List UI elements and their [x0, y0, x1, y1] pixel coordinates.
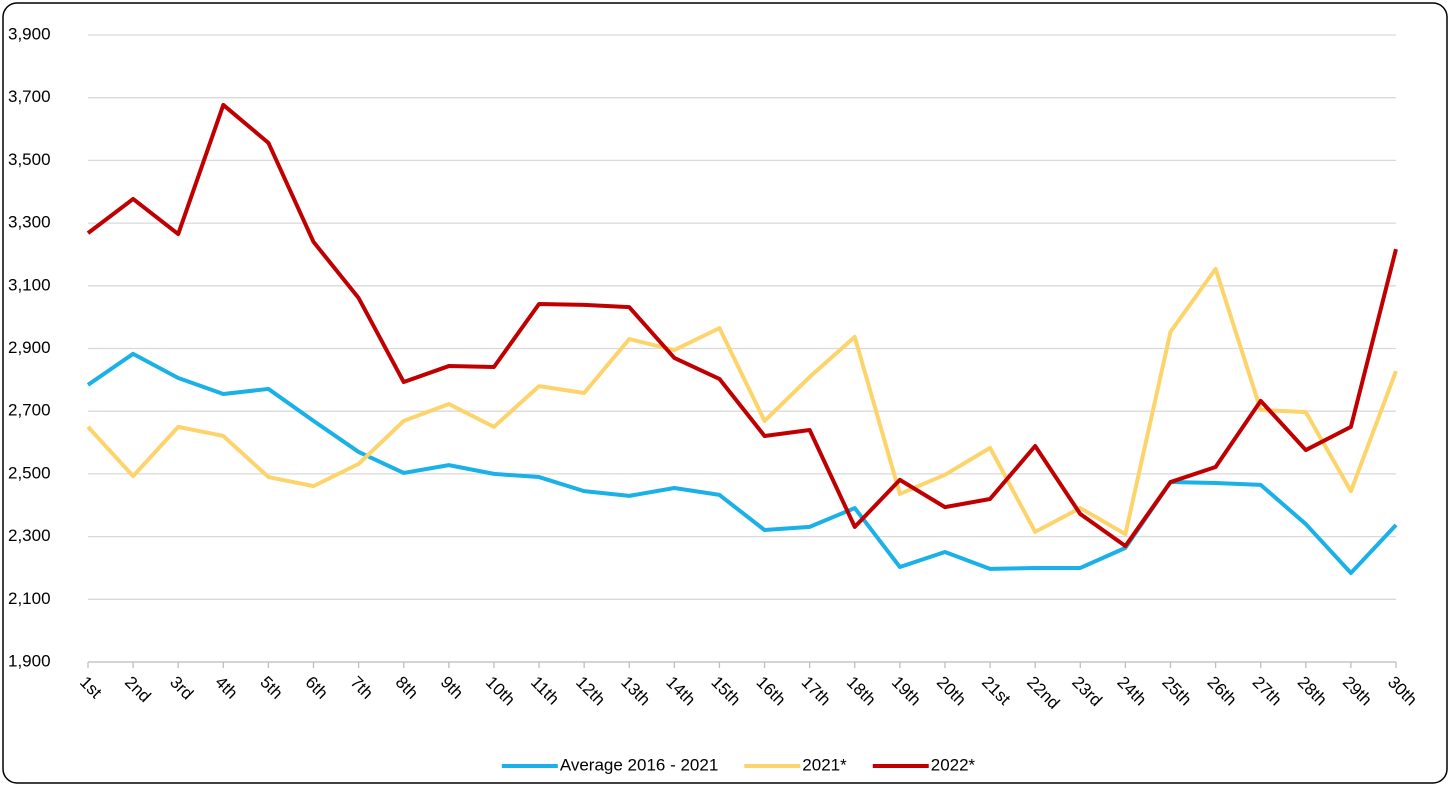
y-tick-label: 3,100: [8, 275, 51, 294]
y-tick-label: 2,700: [8, 401, 51, 420]
y-tick-label: 1,900: [8, 651, 51, 670]
series-line: [86, 351, 1398, 575]
y-tick-label: 3,700: [8, 87, 51, 106]
y-tick-label: 3,500: [8, 150, 51, 169]
y-tick-label: 3,900: [8, 24, 51, 43]
y-tick-label: 2,500: [8, 463, 51, 482]
legend-label: 2022*: [931, 755, 976, 774]
series-line: [86, 102, 1398, 549]
legend-label: 2021*: [802, 755, 847, 774]
y-tick-label: 2,900: [8, 338, 51, 357]
y-tick-label: 3,300: [8, 213, 51, 232]
legend-label: Average 2016 - 2021: [560, 755, 718, 774]
series-line: [86, 266, 1398, 537]
y-tick-label: 2,300: [8, 526, 51, 545]
y-tick-label: 2,100: [8, 589, 51, 608]
